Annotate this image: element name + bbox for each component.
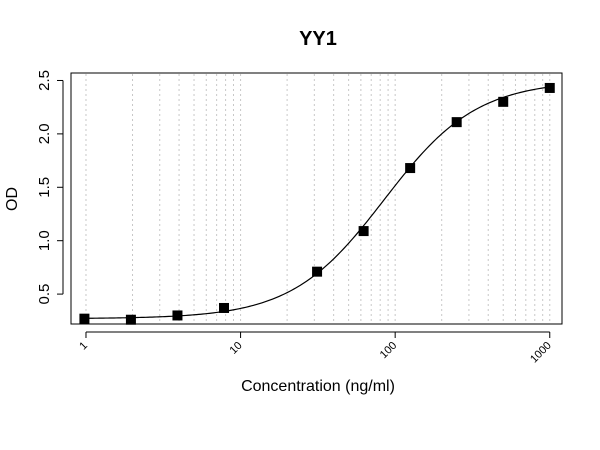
x-tick-label: 1	[77, 340, 90, 353]
data-points	[79, 82, 555, 325]
data-point	[125, 314, 136, 325]
x-tick-label: 1000	[528, 340, 554, 366]
x-tick-label: 10	[228, 340, 245, 357]
data-point	[172, 310, 183, 321]
data-point	[79, 313, 90, 324]
y-tick-label: 1.0	[36, 230, 53, 251]
data-point	[312, 266, 323, 277]
x-tick-label: 100	[378, 340, 399, 361]
chart-title: YY1	[299, 28, 337, 50]
y-tick-label: 2.5	[36, 70, 53, 91]
plot-area-frame	[70, 72, 563, 325]
x-axis-label: Concentration (ng/ml)	[241, 378, 395, 395]
y-axis-label: OD	[4, 187, 21, 211]
data-point	[451, 117, 462, 128]
data-point	[405, 163, 416, 174]
x-axis: 1 10 100 1000	[77, 331, 554, 366]
data-point	[358, 226, 369, 237]
grid-lines	[85, 74, 551, 323]
y-tick-label: 2.0	[36, 123, 53, 144]
fit-curve	[84, 86, 550, 319]
data-point	[498, 96, 509, 107]
y-axis: 0.5 1.0 1.5 2.0 2.5	[36, 70, 64, 305]
y-tick-label: 1.5	[36, 177, 53, 198]
data-point	[219, 302, 230, 313]
data-point	[544, 82, 555, 93]
y-tick-label: 0.5	[36, 284, 53, 305]
